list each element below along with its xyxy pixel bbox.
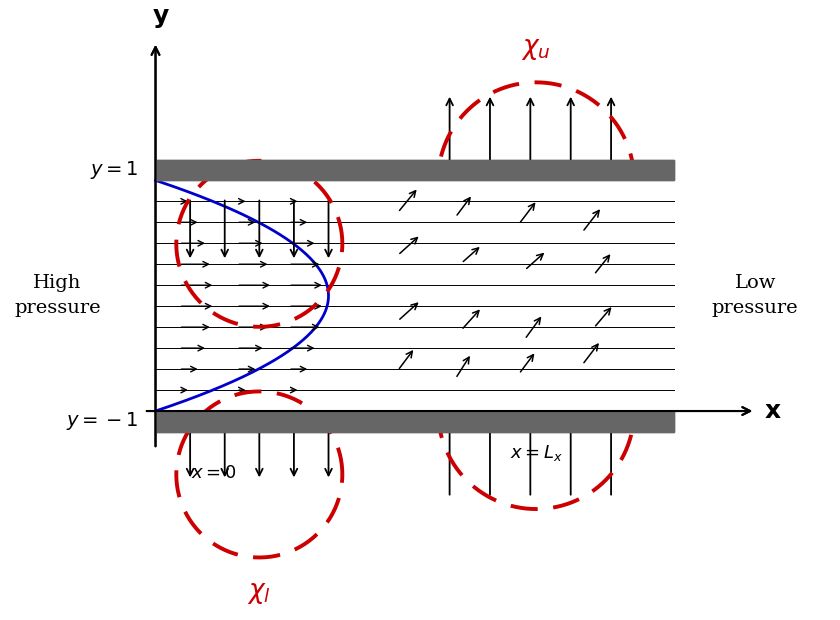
- Text: Low
pressure: Low pressure: [712, 274, 799, 317]
- Text: High
pressure: High pressure: [14, 274, 101, 317]
- Bar: [155, 411, 675, 432]
- Text: $x=L_x$: $x=L_x$: [510, 443, 563, 463]
- Text: $\chi_u$: $\chi_u$: [522, 37, 551, 61]
- Text: $x=0$: $x=0$: [191, 464, 236, 482]
- Text: $\mathbf{y}$: $\mathbf{y}$: [152, 6, 171, 30]
- Bar: [155, 159, 675, 180]
- Text: $\mathbf{x}$: $\mathbf{x}$: [764, 399, 782, 423]
- Bar: [155, 159, 675, 180]
- Text: $\chi_l$: $\chi_l$: [248, 580, 271, 606]
- Text: $y=-1$: $y=-1$: [66, 410, 139, 432]
- Text: $y=1$: $y=1$: [90, 159, 139, 181]
- Bar: [155, 411, 675, 432]
